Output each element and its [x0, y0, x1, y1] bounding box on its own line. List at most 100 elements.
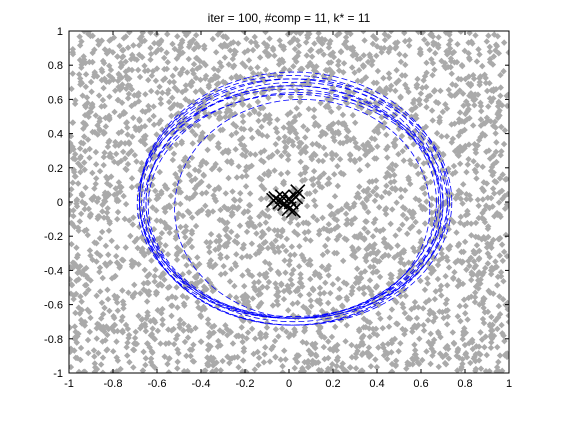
data-point	[246, 111, 253, 118]
data-point	[259, 209, 266, 217]
data-point	[175, 210, 182, 217]
data-point	[311, 40, 318, 47]
data-point	[286, 67, 293, 74]
data-point	[351, 200, 358, 207]
data-point	[476, 255, 483, 262]
data-point	[300, 219, 307, 227]
data-point	[136, 35, 144, 42]
data-point	[484, 194, 492, 201]
data-point	[182, 154, 189, 161]
data-point	[452, 82, 460, 89]
data-point	[486, 204, 493, 212]
data-point	[372, 99, 379, 107]
data-point	[429, 117, 436, 124]
data-point	[150, 334, 157, 342]
data-point	[487, 118, 494, 125]
data-point	[317, 99, 324, 107]
data-point	[336, 285, 343, 293]
data-point	[165, 98, 173, 106]
data-point	[411, 304, 418, 311]
data-point	[456, 109, 464, 116]
data-point	[286, 261, 293, 268]
data-point	[255, 110, 263, 118]
data-point	[206, 248, 213, 256]
data-point	[149, 325, 156, 332]
data-point	[376, 227, 384, 235]
data-point	[382, 205, 390, 212]
data-point	[450, 48, 458, 56]
data-point	[475, 269, 483, 276]
data-point	[150, 121, 158, 128]
data-point	[288, 124, 295, 131]
data-point	[81, 205, 88, 213]
data-point	[151, 317, 158, 324]
data-point	[278, 280, 285, 287]
data-point	[310, 213, 317, 221]
data-point	[190, 341, 197, 348]
data-point	[217, 367, 224, 373]
data-point	[372, 325, 380, 333]
data-point	[328, 210, 336, 218]
data-point	[423, 97, 430, 104]
data-point	[437, 156, 445, 164]
component-ellipse	[136, 88, 442, 319]
data-point	[332, 151, 340, 159]
data-point	[246, 271, 253, 278]
data-point	[248, 325, 256, 333]
data-point	[301, 176, 309, 184]
y-tick-label: 0.6	[48, 94, 63, 106]
data-point	[456, 160, 464, 167]
data-point	[266, 119, 273, 127]
data-point	[460, 181, 467, 188]
data-point	[240, 345, 248, 352]
data-point	[421, 286, 429, 294]
data-point	[421, 190, 429, 197]
data-point	[310, 73, 317, 80]
data-point	[299, 147, 306, 154]
data-point	[279, 369, 286, 373]
data-point	[458, 118, 466, 125]
data-point	[413, 314, 421, 322]
data-point	[359, 142, 367, 149]
data-point	[120, 192, 127, 200]
data-point	[416, 335, 423, 343]
data-point	[272, 326, 280, 333]
data-point	[479, 62, 486, 70]
data-point	[348, 64, 356, 71]
data-point	[262, 344, 269, 351]
data-point	[381, 119, 388, 127]
data-point	[328, 121, 335, 129]
data-point	[309, 63, 317, 70]
data-point	[352, 119, 359, 126]
data-point	[313, 297, 321, 305]
data-point	[340, 120, 348, 127]
data-point	[401, 31, 408, 37]
data-point	[441, 359, 449, 367]
data-point	[307, 275, 314, 283]
data-point	[248, 272, 256, 280]
data-point	[248, 219, 255, 227]
x-tick-label: 0.8	[457, 378, 472, 390]
data-point	[159, 89, 166, 96]
data-point	[411, 128, 418, 135]
data-point	[140, 286, 147, 293]
data-point	[490, 86, 497, 93]
data-point	[373, 52, 380, 59]
data-point	[75, 227, 82, 234]
data-point	[231, 238, 239, 245]
data-point	[495, 199, 503, 206]
data-point	[154, 306, 161, 314]
data-point	[411, 298, 419, 306]
data-point	[409, 214, 416, 221]
data-point	[100, 128, 107, 136]
data-point	[379, 324, 386, 332]
data-point	[403, 215, 410, 222]
data-point	[154, 282, 162, 289]
data-point	[451, 269, 458, 276]
data-point	[495, 358, 502, 366]
data-point	[465, 50, 472, 57]
data-point	[289, 82, 296, 89]
data-point	[256, 54, 264, 61]
data-point	[209, 76, 216, 83]
data-point	[174, 33, 181, 40]
